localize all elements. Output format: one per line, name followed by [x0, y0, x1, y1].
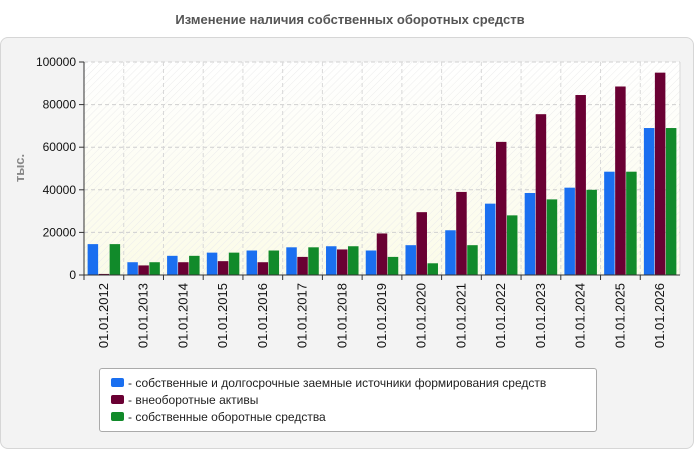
legend-swatch-working-capital: [111, 412, 124, 421]
bar-1-01.01.2024: [564, 187, 575, 275]
bar-1-01.01.2016: [246, 250, 258, 275]
bar-3-01.01.2023: [546, 199, 558, 275]
legend-swatch-sources: [111, 378, 124, 387]
bar-2-01.01.2026: [654, 72, 666, 276]
bar-2-01.01.2021: [456, 191, 467, 275]
bar-1-01.01.2023: [524, 192, 536, 275]
legend-label: - внеоборотные активы: [128, 392, 259, 407]
x-tick-label: 01.01.2014: [175, 283, 190, 348]
bar-2-01.01.2015: [217, 261, 229, 275]
bar-1-01.01.2012: [87, 244, 99, 275]
bar-1-01.01.2026: [643, 128, 655, 275]
x-tick-label: 01.01.2021: [453, 283, 468, 348]
bar-2-01.01.2023: [535, 114, 547, 275]
bar-3-01.01.2013: [149, 262, 160, 275]
bar-2-01.01.2017: [297, 256, 308, 275]
legend-item: - собственные и долгосрочные заемные ист…: [111, 374, 596, 391]
bar-1-01.01.2013: [127, 262, 138, 275]
y-tick-label: 80000: [43, 98, 77, 112]
y-axis-label: тыс.: [12, 154, 27, 182]
bar-2-01.01.2019: [376, 233, 388, 275]
bar-2-01.01.2022: [495, 141, 507, 275]
x-tick-label: 01.01.2018: [334, 283, 349, 348]
y-tick-label: 20000: [43, 225, 77, 239]
x-tick-label: 01.01.2015: [215, 283, 230, 348]
bar-1-01.01.2020: [405, 245, 416, 275]
bar-2-01.01.2014: [178, 262, 189, 275]
bar-3-01.01.2019: [387, 256, 399, 275]
bar-1-01.01.2014: [167, 255, 178, 275]
bar-3-01.01.2012: [109, 244, 121, 275]
bar-3-01.01.2021: [467, 245, 478, 275]
bar-3-01.01.2026: [665, 128, 677, 275]
y-tick-label: 40000: [43, 183, 77, 197]
bar-2-01.01.2024: [575, 95, 586, 275]
y-tick-label: 100000: [36, 55, 76, 69]
x-tick-label: 01.01.2026: [652, 283, 667, 348]
bar-3-01.01.2017: [308, 247, 319, 275]
bar-3-01.01.2018: [348, 246, 359, 275]
bar-1-01.01.2018: [326, 246, 337, 275]
x-tick-label: 01.01.2024: [573, 283, 588, 348]
bar-3-01.01.2016: [268, 250, 280, 275]
bar-2-01.01.2013: [138, 265, 149, 275]
x-tick-label: 01.01.2022: [493, 283, 508, 348]
bar-1-01.01.2015: [206, 252, 218, 275]
bar-3-01.01.2025: [626, 171, 637, 275]
legend-item: - внеоборотные активы: [111, 391, 596, 408]
x-tick-labels: 01.01.2012 01.01.2013 01.01.2014 01.01.2015…: [96, 283, 667, 348]
bar-1-01.01.2021: [445, 230, 456, 275]
legend-label: - собственные оборотные средства: [128, 409, 326, 424]
bar-3-01.01.2014: [189, 255, 200, 275]
x-tick-label: 01.01.2019: [374, 283, 389, 348]
x-tick-label: 01.01.2017: [295, 283, 310, 348]
bar-2-01.01.2018: [337, 249, 348, 275]
axes: [79, 61, 680, 280]
bar-1-01.01.2022: [484, 203, 496, 275]
bar-2-01.01.2025: [615, 86, 626, 276]
y-tick-label: 0: [69, 268, 76, 282]
x-tick-label: 01.01.2025: [612, 283, 627, 348]
x-tick-label: 01.01.2012: [96, 283, 111, 348]
legend: - собственные и долгосрочные заемные ист…: [99, 368, 597, 432]
bar-3-01.01.2024: [586, 189, 597, 275]
legend-swatch-noncurrent: [111, 395, 124, 404]
bar-2-01.01.2020: [416, 212, 427, 275]
bar-1-01.01.2019: [365, 250, 377, 275]
y-tick-label: 60000: [43, 140, 77, 154]
x-tick-label: 01.01.2016: [255, 283, 270, 348]
bar-2-01.01.2016: [257, 262, 269, 275]
bar-3-01.01.2022: [506, 215, 518, 275]
legend-item: - собственные оборотные средства: [111, 408, 596, 425]
bar-3-01.01.2015: [228, 252, 240, 275]
bar-1-01.01.2017: [286, 247, 297, 275]
bar-2-01.01.2012: [98, 273, 110, 275]
x-tick-label: 01.01.2020: [414, 283, 429, 348]
legend-label: - собственные и долгосрочные заемные ист…: [128, 375, 547, 390]
bars: [87, 72, 677, 276]
bar-3-01.01.2020: [427, 263, 438, 275]
grid-lines: [84, 61, 681, 275]
chart-title: Изменение наличия собственных оборотных …: [175, 12, 525, 27]
y-tick-labels: 0 20000 40000 60000 80000 100000: [36, 55, 76, 282]
x-tick-label: 01.01.2013: [136, 283, 151, 348]
bar-1-01.01.2025: [604, 171, 615, 275]
x-tick-label: 01.01.2023: [533, 283, 548, 348]
